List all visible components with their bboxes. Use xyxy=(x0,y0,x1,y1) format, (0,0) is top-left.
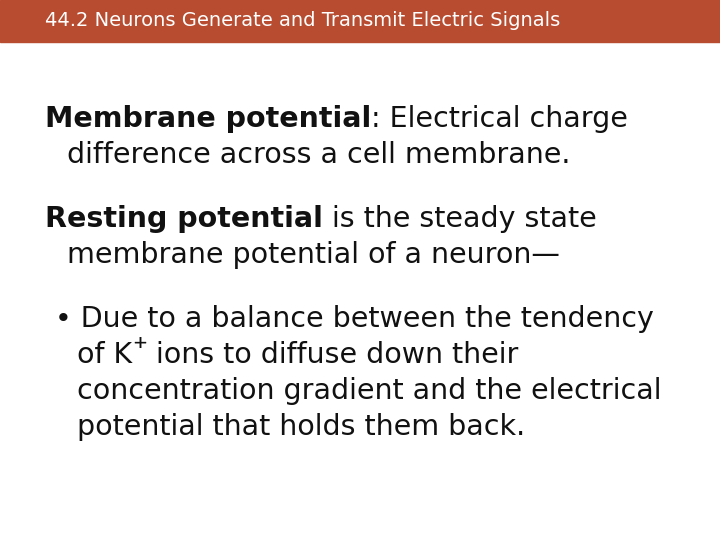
Text: difference across a cell membrane.: difference across a cell membrane. xyxy=(67,141,570,169)
Text: is the steady state: is the steady state xyxy=(323,205,597,233)
Text: Resting potential: Resting potential xyxy=(45,205,323,233)
Text: concentration gradient and the electrical: concentration gradient and the electrica… xyxy=(77,377,662,405)
Text: potential that holds them back.: potential that holds them back. xyxy=(77,413,526,441)
Text: of K: of K xyxy=(77,341,132,369)
Text: : Electrical charge: : Electrical charge xyxy=(372,105,628,133)
Text: ions to diffuse down their: ions to diffuse down their xyxy=(147,341,518,369)
Text: Membrane potential: Membrane potential xyxy=(45,105,372,133)
Bar xyxy=(0,0,720,42)
Text: +: + xyxy=(132,334,147,352)
Text: +: + xyxy=(132,334,147,352)
Text: membrane potential of a neuron—: membrane potential of a neuron— xyxy=(67,241,560,269)
Text: • Due to a balance between the tendency: • Due to a balance between the tendency xyxy=(55,305,654,333)
Text: 44.2 Neurons Generate and Transmit Electric Signals: 44.2 Neurons Generate and Transmit Elect… xyxy=(45,11,560,30)
